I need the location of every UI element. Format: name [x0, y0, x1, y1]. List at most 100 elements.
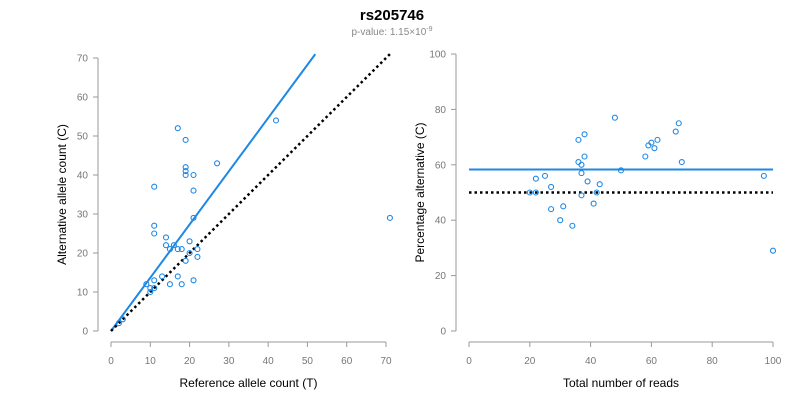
- data-point: [151, 183, 158, 190]
- data-point: [645, 142, 652, 149]
- x-tick-label: 30: [223, 356, 235, 367]
- data-point: [166, 246, 173, 253]
- y-tick-label: 80: [435, 105, 447, 116]
- data-point: [760, 172, 767, 179]
- x-tick-label: 80: [707, 356, 719, 367]
- data-point: [174, 246, 181, 253]
- x-tick-label: 10: [145, 356, 157, 367]
- data-point: [182, 168, 189, 175]
- fit-line: [110, 53, 317, 332]
- y-tick-label: 0: [82, 327, 88, 338]
- data-point: [170, 242, 177, 249]
- data-point: [182, 171, 189, 179]
- data-point: [769, 247, 777, 254]
- y-tick-label: 30: [77, 210, 89, 221]
- y-tick-label: 50: [77, 132, 89, 143]
- data-point: [541, 172, 549, 179]
- x-tick-label: 20: [524, 356, 536, 367]
- data-point: [151, 285, 158, 292]
- y-tick-label: 40: [77, 171, 89, 182]
- data-point: [578, 192, 585, 199]
- data-point: [182, 257, 189, 264]
- data-point: [162, 242, 170, 249]
- data-point: [654, 136, 661, 143]
- x-axis-label: Reference allele count (T): [179, 376, 317, 390]
- data-point: [557, 217, 564, 224]
- data-point: [166, 281, 173, 288]
- data-point: [147, 288, 154, 296]
- data-point: [526, 189, 533, 196]
- data-point: [648, 139, 655, 146]
- data-point: [593, 189, 600, 196]
- data-point: [115, 320, 122, 327]
- x-tick-label: 40: [585, 356, 597, 367]
- data-point: [151, 230, 158, 237]
- right-panel: 0 20 40 60 80 100 0 20 40 60 80 100 Total number of …: [413, 50, 782, 391]
- subtitle-exponent: -9: [426, 26, 432, 33]
- data-point: [675, 120, 682, 127]
- x-tick-label: 60: [341, 356, 353, 367]
- data-point: [575, 158, 582, 166]
- x-tick-label: 0: [108, 356, 114, 367]
- data-point: [182, 164, 189, 171]
- x-tick-label: 100: [765, 356, 782, 367]
- y-tick-label: 20: [77, 249, 89, 260]
- y-tick-label: 70: [77, 54, 89, 65]
- data-point: [581, 131, 588, 138]
- data-point: [174, 125, 181, 132]
- data-point: [548, 206, 555, 213]
- data-point: [190, 214, 197, 221]
- data-point: [590, 200, 597, 207]
- data-point: [194, 246, 201, 253]
- data-point: [575, 136, 582, 143]
- left-panel: 0 10 20 30 40 50 60 70 0 10 20 30 40 50 60 70 Reference …: [55, 53, 393, 390]
- data-point: [386, 214, 393, 221]
- chart-subtitle: p-value: 1.15×10-9: [351, 26, 432, 38]
- data-point: [672, 128, 679, 135]
- data-point: [186, 249, 193, 257]
- data-point: [569, 222, 576, 229]
- data-point: [611, 114, 618, 121]
- data-point: [584, 178, 591, 185]
- data-point: [578, 170, 585, 177]
- y-tick-label: 10: [77, 288, 89, 299]
- y-tick-label: 40: [435, 216, 447, 227]
- data-point: [596, 181, 603, 188]
- data-point: [617, 167, 625, 174]
- y-tick-label: 0: [440, 327, 446, 338]
- data-point: [178, 246, 185, 253]
- data-point: [190, 187, 197, 194]
- y-tick-label: 60: [77, 93, 89, 104]
- data-point: [578, 161, 585, 168]
- y-tick-label: 60: [435, 160, 447, 171]
- data-point: [190, 277, 197, 284]
- x-axis-label: Total number of reads: [563, 376, 679, 390]
- data-point: [178, 281, 185, 288]
- data-point: [214, 160, 221, 167]
- x-tick-label: 40: [263, 356, 275, 367]
- data-point: [186, 238, 193, 245]
- data-point: [147, 285, 154, 292]
- x-tick-label: 70: [380, 356, 392, 367]
- data-point: [642, 153, 649, 160]
- data-point: [174, 273, 181, 280]
- data-point: [143, 281, 150, 288]
- data-point: [182, 136, 189, 143]
- y-tick-label: 20: [435, 271, 447, 282]
- data-point: [119, 316, 126, 323]
- subtitle-prefix: p-value: 1.15×10: [351, 27, 426, 38]
- data-point: [151, 277, 158, 284]
- y-axis-label: Percentage alternative (C): [413, 122, 427, 262]
- data-point: [159, 273, 166, 280]
- data-point: [581, 153, 588, 160]
- x-tick-label: 20: [184, 356, 196, 367]
- data-point: [532, 189, 539, 196]
- data-point: [651, 145, 658, 152]
- chart-title: rs205746: [360, 7, 424, 24]
- y-axis-label: Alternative allele count (C): [55, 124, 69, 265]
- data-point: [162, 234, 170, 241]
- data-point: [190, 171, 197, 179]
- data-point: [151, 222, 158, 229]
- data-point: [194, 253, 201, 260]
